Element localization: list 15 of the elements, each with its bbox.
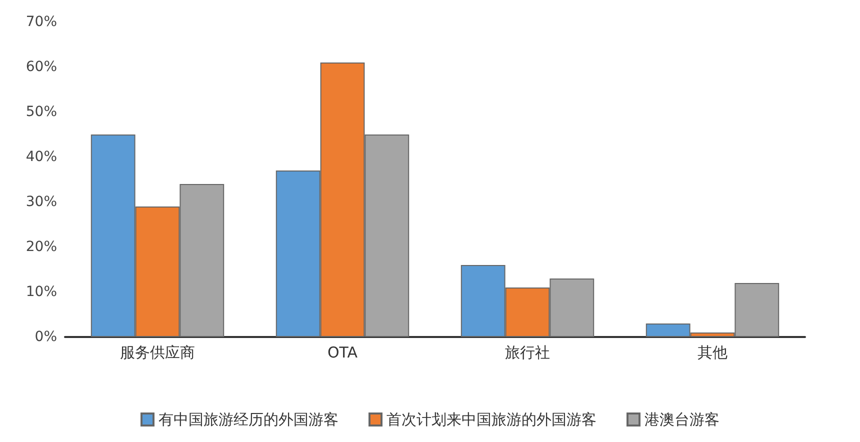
legend-label: 港澳台游客 [644,410,720,428]
x-tick-label: 服务供应商 [120,344,195,362]
y-tick-label: 50% [26,104,57,120]
y-tick-label: 10% [26,284,57,300]
y-tick-label: 20% [26,239,57,255]
x-tick-label: OTA [327,344,358,362]
legend-label: 首次计划来中国旅游的外国游客 [386,410,596,428]
y-tick-label: 30% [26,194,57,210]
legend-label: 有中国旅游经历的外国游客 [158,410,338,428]
x-tick-label: 其他 [698,344,728,362]
y-tick-label: 70% [26,14,57,30]
x-tick-label: 旅行社 [505,344,550,362]
y-tick-label: 40% [26,149,57,165]
y-tick-label: 0% [34,329,57,345]
y-tick-label: 60% [26,59,57,75]
